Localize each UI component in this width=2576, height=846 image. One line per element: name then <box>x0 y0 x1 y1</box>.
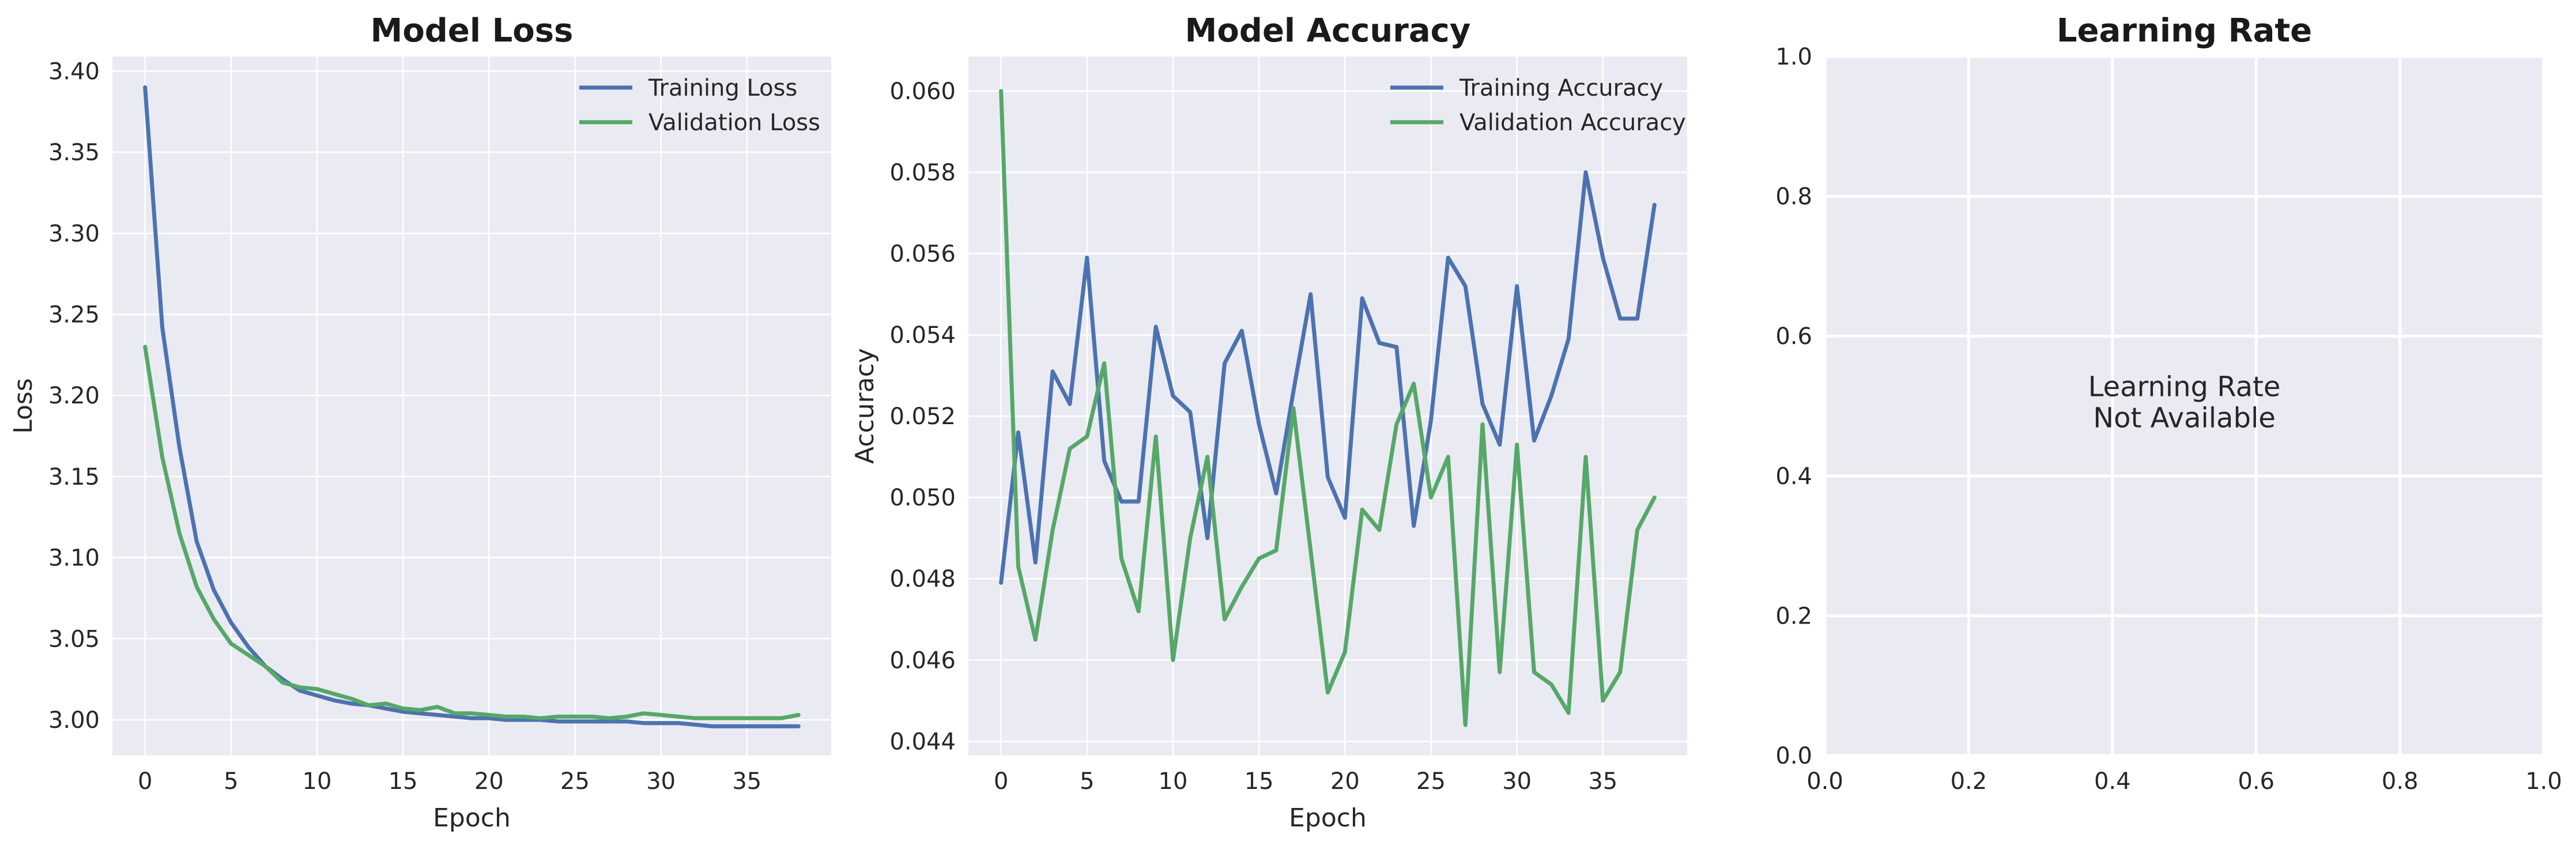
y-tick-label: 3.00 <box>48 707 100 734</box>
y-axis-label: Loss <box>9 378 38 434</box>
y-tick-label: 3.05 <box>48 626 100 652</box>
y-tick-label: 3.20 <box>48 383 100 409</box>
legend-label: Validation Loss <box>648 109 820 136</box>
y-tick-label: 0.050 <box>889 485 956 511</box>
series-line-validation-accuracy <box>999 89 1657 727</box>
y-tick-label: 0.060 <box>889 78 956 105</box>
y-tick-label: 0.8 <box>1775 184 1812 210</box>
x-tick-label: 10 <box>303 768 332 795</box>
chart-panel-1: 0 5 10 15 20 25 30 35 3.00 3.05 3.10 3.15 3.20 3.25 3.… <box>9 12 831 833</box>
x-tick-label: 20 <box>1330 768 1360 795</box>
legend-label: Training Accuracy <box>1459 75 1663 101</box>
y-tick-label: 0.046 <box>889 647 956 674</box>
series-line-training-loss <box>143 85 801 728</box>
chart-title: Model Accuracy <box>1185 12 1471 50</box>
series-line-validation-loss <box>143 345 801 720</box>
y-tick-label: 3.30 <box>48 221 100 247</box>
y-tick-label: 0.058 <box>889 160 956 186</box>
y-tick-label: 3.35 <box>48 139 100 166</box>
chart-title: Learning Rate <box>2057 12 2312 50</box>
y-tick-label: 0.4 <box>1775 463 1812 490</box>
y-tick-label: 0.0 <box>1775 743 1812 769</box>
x-tick-label: 0 <box>994 768 1008 795</box>
x-tick-label: 0.6 <box>2238 768 2275 795</box>
y-tick-label: 3.10 <box>48 545 100 572</box>
x-tick-label: 25 <box>560 768 590 795</box>
x-tick-label: 35 <box>732 768 761 795</box>
y-tick-label: 3.15 <box>48 464 100 490</box>
chart-panel-3: 0.0 0.2 0.4 0.6 0.8 1.0 0.0 0.2 0.4 0.6 0.8 1.0 Lear… <box>1775 12 2562 795</box>
y-tick-label: 0.6 <box>1775 323 1812 350</box>
chart-title: Model Loss <box>371 12 574 50</box>
chart-panel-2: 0 5 10 15 20 25 30 35 0.044 0.046 0.048 0.050 0.052 0… <box>850 12 1687 833</box>
x-tick-label: 5 <box>1080 768 1094 795</box>
x-tick-label: 1.0 <box>2525 768 2562 795</box>
x-axis-label: Epoch <box>433 803 511 833</box>
y-tick-label: 0.044 <box>889 728 956 755</box>
y-tick-label: 0.2 <box>1775 603 1812 629</box>
x-tick-label: 30 <box>646 768 676 795</box>
y-tick-label: 3.25 <box>48 301 100 328</box>
x-tick-label: 20 <box>474 768 504 795</box>
annotation-text: Learning Rate <box>2088 371 2281 403</box>
x-axis-label: Epoch <box>1289 803 1367 833</box>
x-tick-label: 10 <box>1159 768 1188 795</box>
y-tick-label: 3.40 <box>48 58 100 85</box>
x-tick-label: 15 <box>389 768 418 795</box>
x-tick-label: 35 <box>1588 768 1617 795</box>
plot-area <box>968 56 1687 756</box>
x-tick-label: 30 <box>1502 768 1532 795</box>
plot-area <box>1825 56 2544 756</box>
y-tick-label: 0.048 <box>889 566 956 592</box>
x-tick-label: 0.2 <box>1951 768 1987 795</box>
x-tick-label: 5 <box>224 768 238 795</box>
legend-label: Validation Accuracy <box>1459 109 1686 136</box>
y-tick-label: 0.054 <box>889 322 956 349</box>
x-tick-label: 0 <box>138 768 152 795</box>
plot-area <box>112 56 831 756</box>
y-tick-label: 0.056 <box>889 241 956 267</box>
series-line-training-accuracy <box>999 170 1657 585</box>
y-axis-label: Accuracy <box>850 348 880 464</box>
annotation-text: Not Available <box>2093 402 2276 435</box>
x-tick-label: 25 <box>1416 768 1446 795</box>
x-tick-label: 0.0 <box>1806 768 1843 795</box>
x-tick-label: 0.8 <box>2382 768 2419 795</box>
legend-label: Training Loss <box>648 75 797 101</box>
y-tick-label: 1.0 <box>1775 44 1812 70</box>
y-tick-label: 0.052 <box>889 403 956 430</box>
x-tick-label: 15 <box>1244 768 1274 795</box>
x-tick-label: 0.4 <box>2094 768 2131 795</box>
